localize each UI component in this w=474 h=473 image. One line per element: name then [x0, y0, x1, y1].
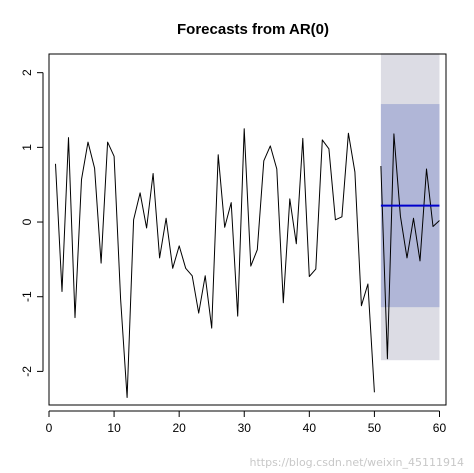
x-tick-label: 20: [172, 421, 186, 435]
plot-frame: [48, 53, 447, 406]
y-tick-label: -2: [20, 366, 34, 377]
series-line-history: [55, 128, 375, 398]
y-tick-label: -1: [20, 291, 34, 302]
y-axis: -2 -1 0 1 2: [20, 69, 44, 377]
watermark-text: https://blog.csdn.net/weixin_45111914: [249, 456, 464, 469]
chart-series: [55, 128, 440, 398]
chart-title: Forecasts from AR(0): [177, 21, 329, 38]
x-tick-label: 40: [303, 421, 317, 435]
y-tick-label: 0: [20, 218, 34, 225]
y-tick-label: 2: [20, 69, 34, 76]
x-tick-label: 60: [433, 421, 447, 435]
x-tick-label: 30: [238, 421, 252, 435]
x-axis: 0 10 20 30 40 50 60: [46, 410, 447, 435]
x-tick-label: 10: [107, 421, 121, 435]
x-tick-label: 50: [368, 421, 382, 435]
x-tick-label: 0: [46, 421, 53, 435]
y-tick-label: 1: [20, 144, 34, 151]
series-line-overlay: [380, 133, 440, 360]
